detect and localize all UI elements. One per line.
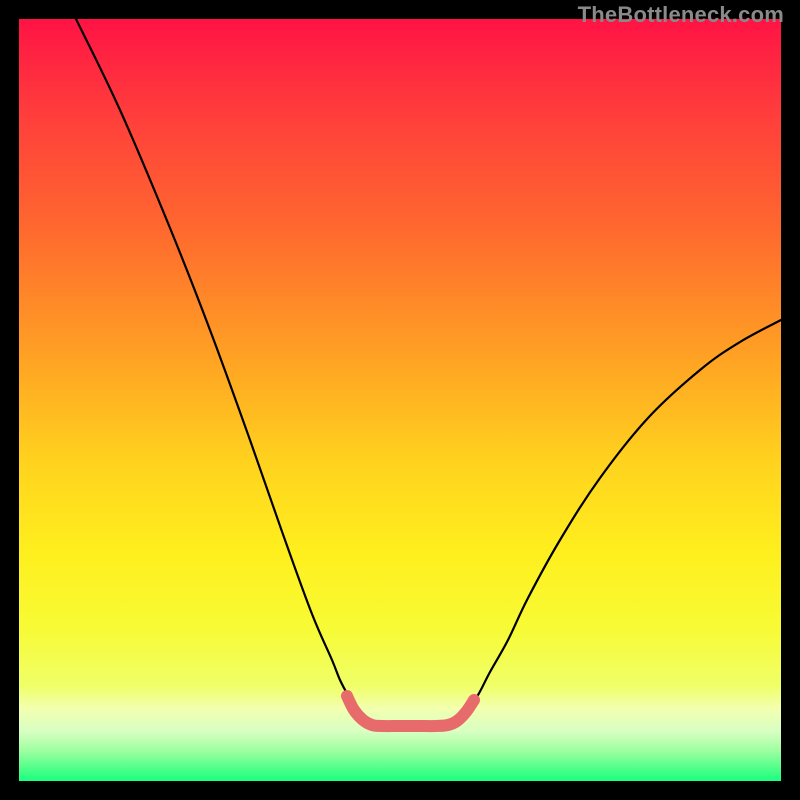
plot-svg (19, 19, 781, 781)
plot-area (19, 19, 781, 781)
watermark-text: TheBottleneck.com (578, 2, 784, 28)
chart-container: TheBottleneck.com (0, 0, 800, 800)
